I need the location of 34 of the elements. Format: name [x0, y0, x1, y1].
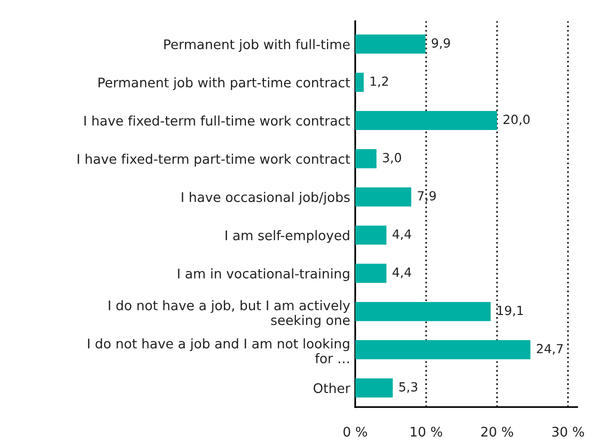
- x-tick-label: 20 %: [481, 426, 514, 437]
- bar: [355, 226, 386, 245]
- x-tick-label: 10 %: [410, 426, 442, 437]
- y-tick-label: Permanent job with full-time: [164, 39, 350, 52]
- y-tick-label: I have occasional job/jobs: [182, 192, 350, 205]
- data-label: 19,1: [498, 306, 523, 316]
- data-label: 4,4: [392, 268, 412, 278]
- bar: [355, 340, 530, 360]
- data-label: 7,9: [418, 191, 436, 202]
- data-label: 4,4: [392, 229, 412, 240]
- bar: [355, 110, 498, 130]
- data-label: 20,0: [504, 114, 530, 126]
- y-tick-label: I do not have a job and I am not looking for …: [88, 338, 350, 364]
- y-tick-label: I am self-employed: [226, 230, 350, 243]
- y-tick-label: Permanent job with part-time contract: [98, 77, 350, 90]
- y-tick-label: I have fixed-term full-time work contract: [84, 115, 350, 126]
- y-tick-label: Other: [314, 382, 350, 394]
- y-tick-label: I am in vocational-training: [178, 268, 350, 282]
- data-label: 5,3: [399, 382, 418, 393]
- x-tick-label: 30 %: [552, 426, 584, 437]
- data-label: 9,9: [432, 38, 450, 49]
- bar: [355, 378, 393, 398]
- bar: [355, 187, 412, 206]
- bar: [355, 264, 386, 283]
- y-tick-label: I do not have a job, but I am actively seeking one: [108, 300, 350, 328]
- data-label: 3,0: [382, 152, 402, 164]
- x-tick-label: 0 %: [344, 426, 368, 437]
- bar: [355, 149, 376, 168]
- y-tick-label: I have fixed-term part-time work contract: [78, 154, 350, 166]
- bar: [355, 302, 491, 322]
- bar: [355, 34, 426, 54]
- data-label: 24,7: [536, 344, 563, 355]
- bar: [355, 72, 364, 92]
- data-label: 1,2: [370, 76, 388, 88]
